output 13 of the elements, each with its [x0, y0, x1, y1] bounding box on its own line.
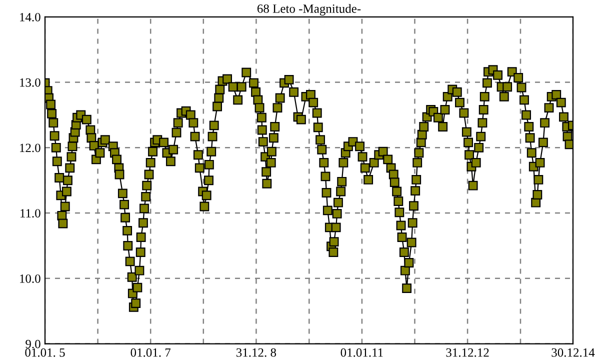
y-tick-label: 13.0 — [20, 78, 40, 87]
x-tick-label: 01.01.11 — [340, 348, 383, 357]
x-tick-label: 01.01. 7 — [130, 348, 171, 357]
y-tick-label: 14.0 — [20, 12, 40, 22]
y-tick-label: 11.0 — [20, 209, 40, 218]
chart-title: 68 Leto -Magnitude- — [257, 4, 361, 16]
y-tick-label: 10.0 — [20, 274, 40, 283]
y-tick-label: 12.0 — [20, 144, 40, 152]
x-tick-label: 30.12.14 — [552, 348, 595, 357]
y-tick-label: 9.0 — [26, 340, 40, 348]
x-tick-label: 01.01. 5 — [25, 348, 65, 357]
x-tick-label: 31.12. 8 — [236, 348, 276, 357]
x-tick-label: 31.12.12 — [446, 348, 489, 357]
